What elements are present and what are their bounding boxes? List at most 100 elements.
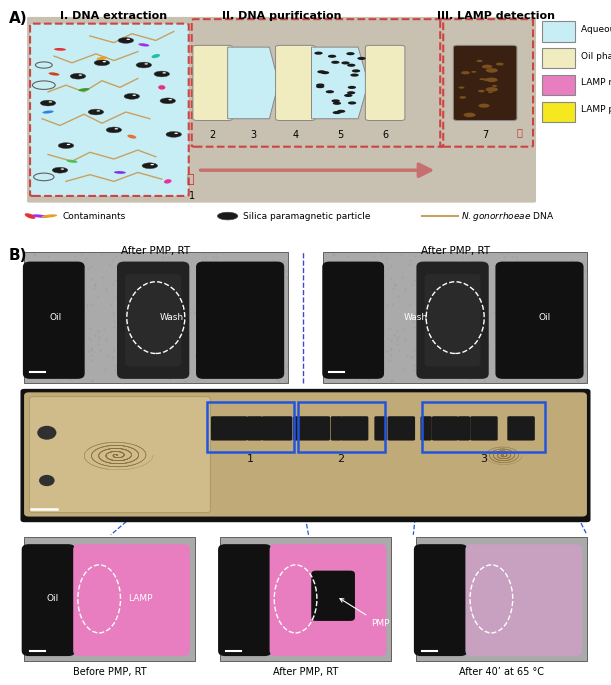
Point bbox=[260, 316, 269, 327]
Point bbox=[87, 298, 97, 309]
Point bbox=[520, 352, 530, 363]
Circle shape bbox=[477, 60, 483, 62]
Text: After PMP, RT: After PMP, RT bbox=[420, 246, 490, 256]
Point bbox=[497, 247, 507, 258]
Circle shape bbox=[150, 164, 154, 165]
Point bbox=[530, 327, 540, 338]
FancyBboxPatch shape bbox=[276, 45, 315, 121]
Point bbox=[409, 316, 419, 327]
Point bbox=[276, 277, 285, 288]
Point bbox=[223, 299, 233, 310]
Text: 7: 7 bbox=[482, 130, 488, 140]
Point bbox=[232, 366, 242, 377]
Point bbox=[101, 334, 111, 345]
Point bbox=[409, 321, 419, 332]
Point bbox=[272, 282, 282, 293]
FancyBboxPatch shape bbox=[331, 416, 342, 440]
Point bbox=[158, 251, 168, 262]
FancyBboxPatch shape bbox=[24, 537, 195, 661]
Point bbox=[140, 332, 150, 343]
Point bbox=[175, 268, 185, 279]
Point bbox=[475, 293, 485, 304]
Point bbox=[154, 279, 164, 290]
Point bbox=[403, 349, 412, 360]
Point bbox=[243, 301, 252, 312]
Point bbox=[422, 264, 431, 275]
Point bbox=[423, 330, 433, 341]
Point bbox=[541, 258, 551, 269]
Point bbox=[385, 322, 395, 333]
FancyBboxPatch shape bbox=[293, 416, 306, 440]
Point bbox=[64, 374, 73, 385]
Text: III. LAMP detection: III. LAMP detection bbox=[437, 12, 555, 21]
Point bbox=[218, 247, 227, 258]
Point bbox=[263, 334, 273, 345]
Point bbox=[63, 347, 73, 358]
Point bbox=[521, 350, 531, 361]
Point bbox=[57, 268, 67, 279]
Point bbox=[196, 348, 205, 359]
FancyBboxPatch shape bbox=[453, 45, 517, 121]
Point bbox=[509, 282, 519, 293]
Point bbox=[418, 273, 428, 284]
Point bbox=[180, 361, 189, 372]
Point bbox=[535, 373, 545, 384]
Point bbox=[422, 269, 432, 279]
Point bbox=[204, 363, 214, 374]
Point bbox=[517, 247, 527, 258]
Point bbox=[272, 256, 282, 267]
Point bbox=[341, 351, 351, 362]
Point bbox=[456, 266, 466, 277]
Point bbox=[532, 358, 542, 369]
Point bbox=[482, 305, 492, 316]
Point bbox=[445, 338, 455, 349]
Point bbox=[265, 282, 274, 293]
Point bbox=[282, 359, 291, 370]
Point bbox=[81, 253, 91, 264]
FancyBboxPatch shape bbox=[125, 274, 181, 366]
Point bbox=[349, 355, 359, 366]
Point bbox=[259, 348, 269, 359]
Point bbox=[510, 346, 519, 357]
Point bbox=[63, 264, 73, 275]
Point bbox=[110, 275, 120, 286]
Point bbox=[469, 299, 479, 310]
Point bbox=[207, 280, 217, 291]
Point bbox=[254, 372, 263, 383]
Point bbox=[453, 350, 463, 361]
Point bbox=[490, 350, 500, 361]
Point bbox=[49, 292, 59, 303]
FancyBboxPatch shape bbox=[542, 102, 575, 122]
Point bbox=[42, 301, 51, 312]
Point bbox=[30, 249, 40, 260]
Point bbox=[210, 346, 220, 357]
Point bbox=[387, 298, 397, 309]
Point bbox=[468, 259, 478, 270]
Circle shape bbox=[344, 94, 353, 97]
Point bbox=[53, 341, 62, 352]
FancyBboxPatch shape bbox=[304, 416, 330, 440]
Point bbox=[189, 306, 199, 317]
Point bbox=[44, 303, 54, 314]
Point bbox=[529, 370, 538, 381]
Text: Contaminants: Contaminants bbox=[63, 212, 126, 221]
Point bbox=[558, 314, 568, 325]
Point bbox=[356, 342, 365, 353]
Point bbox=[465, 373, 475, 384]
Point bbox=[176, 305, 186, 316]
Point bbox=[248, 317, 258, 328]
Point bbox=[211, 247, 221, 258]
Point bbox=[348, 367, 358, 378]
Point bbox=[208, 284, 218, 295]
FancyBboxPatch shape bbox=[470, 416, 498, 440]
Point bbox=[98, 272, 108, 283]
Point bbox=[227, 261, 237, 272]
Point bbox=[348, 292, 358, 303]
Point bbox=[211, 289, 221, 300]
Point bbox=[547, 317, 557, 328]
Point bbox=[386, 274, 396, 285]
Point bbox=[411, 290, 420, 301]
Point bbox=[397, 272, 407, 283]
Point bbox=[49, 308, 59, 319]
Point bbox=[437, 365, 447, 376]
